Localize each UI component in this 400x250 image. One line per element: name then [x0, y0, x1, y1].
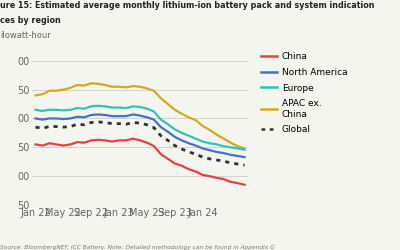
- Text: ces by region: ces by region: [0, 16, 61, 25]
- Text: Source: BloombergNEF, ICC Battery. Note: Detailed methodology can be found in Ap: Source: BloombergNEF, ICC Battery. Note:…: [0, 245, 275, 250]
- Legend: China, North America, Europe, APAC ex.
China, Global: China, North America, Europe, APAC ex. C…: [261, 52, 348, 134]
- Text: ure 15: Estimated average monthly lithium-ion battery pack and system indication: ure 15: Estimated average monthly lithiu…: [0, 1, 374, 10]
- Text: ilowatt-hour: ilowatt-hour: [0, 31, 51, 40]
